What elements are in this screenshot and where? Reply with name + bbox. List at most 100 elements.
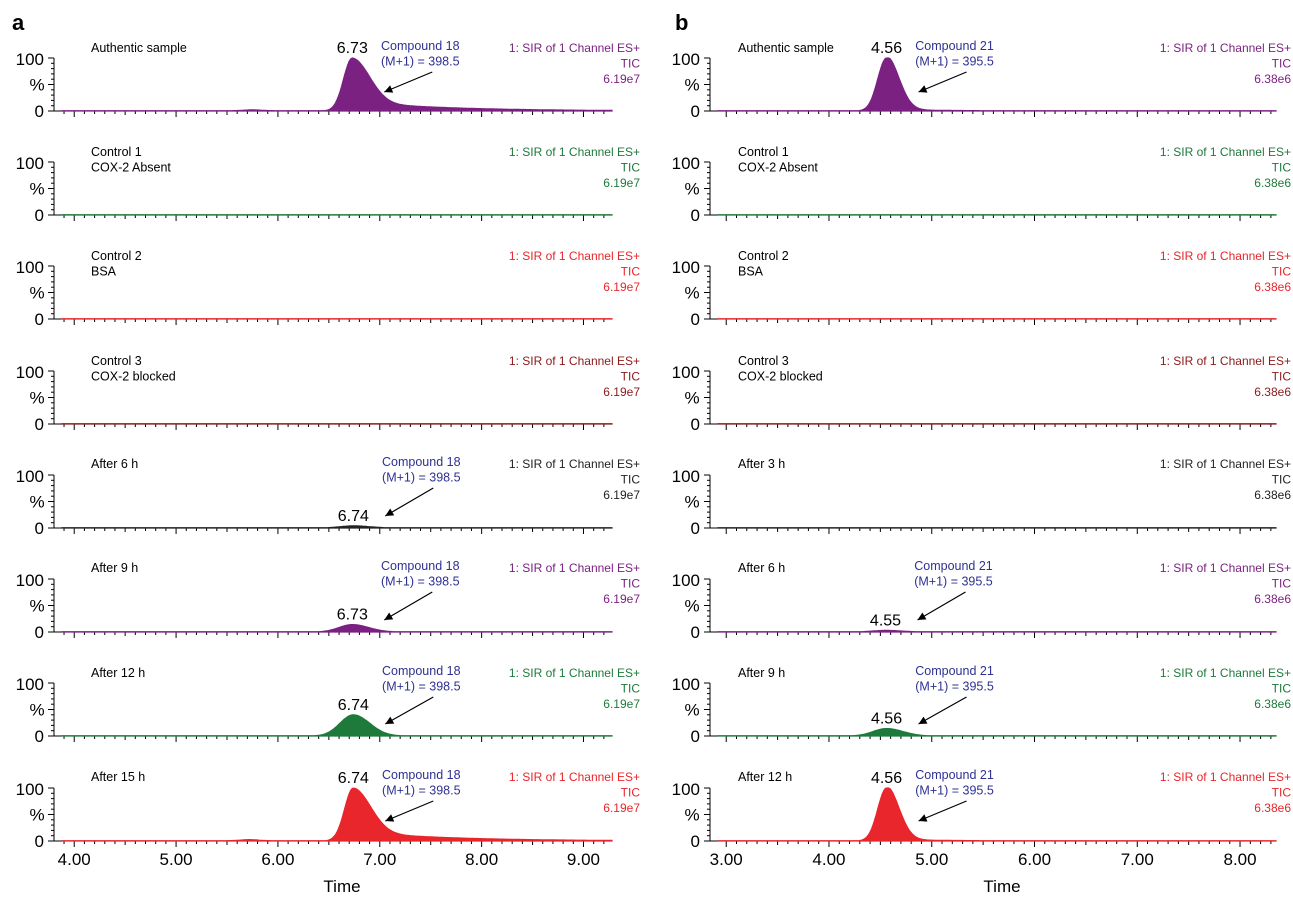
trace-header: TIC xyxy=(1272,57,1292,71)
trace-label: After 12 h xyxy=(91,666,145,680)
annotation-arrow xyxy=(385,488,433,516)
y-axis-label: % xyxy=(29,597,44,616)
trace-header: 6.38e6 xyxy=(1254,72,1291,86)
compound-annotation: (M+1) = 395.5 xyxy=(915,784,994,798)
trace-label: BSA xyxy=(91,265,117,279)
y-axis-label: % xyxy=(684,493,699,512)
x-tick-label: 8.00 xyxy=(1223,850,1256,869)
compound-annotation: Compound 18 xyxy=(382,455,461,469)
retention-time-label: 4.56 xyxy=(871,770,902,787)
x-tick-label: 5.00 xyxy=(160,850,193,869)
trace-header: TIC xyxy=(621,161,641,175)
y-tick-label-0: 0 xyxy=(35,519,44,538)
y-tick-label-0: 0 xyxy=(35,102,44,121)
y-tick-label-100: 100 xyxy=(16,154,44,173)
trace-header: 1: SIR of 1 Channel ES+ xyxy=(1160,145,1291,159)
compound-annotation: Compound 18 xyxy=(382,768,461,782)
y-axis-label: % xyxy=(29,389,44,408)
x-axis-label: Time xyxy=(323,877,360,896)
trace-header: 6.38e6 xyxy=(1254,592,1291,606)
trace-area xyxy=(62,625,612,632)
y-tick-label-100: 100 xyxy=(672,571,700,590)
retention-time-label: 4.56 xyxy=(871,40,902,57)
y-axis-label: % xyxy=(29,806,44,825)
trace-label: Authentic sample xyxy=(738,41,834,55)
x-tick-label: 4.00 xyxy=(812,850,845,869)
trace-header: 1: SIR of 1 Channel ES+ xyxy=(509,249,640,263)
compound-annotation: (M+1) = 398.5 xyxy=(382,680,461,694)
trace-header: 6.19e7 xyxy=(603,488,640,502)
trace-header: 6.38e6 xyxy=(1254,176,1291,190)
y-tick-label-100: 100 xyxy=(16,258,44,277)
trace-area xyxy=(62,788,612,841)
trace-header: 1: SIR of 1 Channel ES+ xyxy=(1160,770,1291,784)
y-tick-label-0: 0 xyxy=(691,727,700,746)
x-tick-label: 6.00 xyxy=(1018,850,1051,869)
trace-8: 100% 0 After 15 h 1: SIR of 1 Channel ES+ TI… xyxy=(16,768,641,851)
trace-8: 100% 0 After 12 h 1: SIR of 1 Channel ES+ TI… xyxy=(672,768,1292,851)
y-tick-label-100: 100 xyxy=(16,571,44,590)
trace-label: Authentic sample xyxy=(91,41,187,55)
y-tick-label-0: 0 xyxy=(35,310,44,329)
trace-header: TIC xyxy=(1272,682,1292,696)
trace-label: COX-2 Absent xyxy=(91,161,171,175)
trace-label: After 9 h xyxy=(738,666,785,680)
trace-header: 1: SIR of 1 Channel ES+ xyxy=(1160,249,1291,263)
x-axis-label: Time xyxy=(983,877,1020,896)
trace-header: 1: SIR of 1 Channel ES+ xyxy=(509,145,640,159)
retention-time-label: 6.74 xyxy=(338,508,369,525)
y-tick-label-100: 100 xyxy=(16,675,44,694)
y-tick-label-100: 100 xyxy=(16,363,44,382)
compound-annotation: Compound 21 xyxy=(915,768,994,782)
y-tick-label-100: 100 xyxy=(16,780,44,799)
y-tick-label-0: 0 xyxy=(691,310,700,329)
y-tick-label-100: 100 xyxy=(672,467,700,486)
trace-header: TIC xyxy=(621,265,641,279)
y-axis-label: % xyxy=(29,284,44,303)
trace-header: TIC xyxy=(621,786,641,800)
compound-annotation: Compound 21 xyxy=(915,39,994,53)
y-tick-label-100: 100 xyxy=(672,154,700,173)
x-tick-label: 8.00 xyxy=(465,850,498,869)
y-tick-label-0: 0 xyxy=(691,206,700,225)
y-axis-label: % xyxy=(684,76,699,95)
trace-header: TIC xyxy=(1272,786,1292,800)
y-tick-label-0: 0 xyxy=(691,832,700,851)
retention-time-label: 6.73 xyxy=(337,607,368,624)
trace-header: 6.19e7 xyxy=(603,801,640,815)
trace-header: 1: SIR of 1 Channel ES+ xyxy=(1160,354,1291,368)
trace-label: COX-2 blocked xyxy=(738,370,823,384)
trace-header: 6.38e6 xyxy=(1254,488,1291,502)
y-tick-label-0: 0 xyxy=(35,832,44,851)
y-tick-label-100: 100 xyxy=(672,780,700,799)
trace-header: 1: SIR of 1 Channel ES+ xyxy=(509,354,640,368)
trace-header: 1: SIR of 1 Channel ES+ xyxy=(1160,666,1291,680)
compound-annotation: Compound 21 xyxy=(914,559,993,573)
y-tick-label-100: 100 xyxy=(672,50,700,69)
y-tick-label-0: 0 xyxy=(691,102,700,121)
trace-area xyxy=(718,788,1276,841)
trace-label: After 15 h xyxy=(91,770,145,784)
x-tick-label: 3.00 xyxy=(710,850,743,869)
annotation-arrow xyxy=(384,592,432,620)
trace-header: TIC xyxy=(621,473,641,487)
trace-label: After 12 h xyxy=(738,770,792,784)
compound-annotation: Compound 18 xyxy=(381,559,460,573)
trace-header: 6.19e7 xyxy=(603,72,640,86)
trace-header: 1: SIR of 1 Channel ES+ xyxy=(509,770,640,784)
y-axis-label: % xyxy=(684,806,699,825)
annotation-arrow xyxy=(385,697,433,724)
x-tick-label: 7.00 xyxy=(1121,850,1154,869)
trace-header: 6.19e7 xyxy=(603,280,640,294)
y-axis-label: % xyxy=(29,76,44,95)
